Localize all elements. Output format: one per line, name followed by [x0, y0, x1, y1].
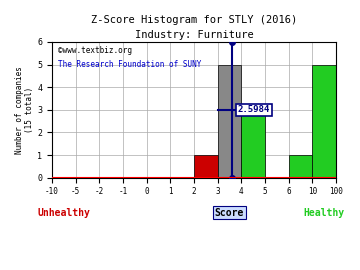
Text: The Research Foundation of SUNY: The Research Foundation of SUNY — [58, 60, 201, 69]
Text: 2.5984: 2.5984 — [238, 105, 270, 114]
Text: Healthy: Healthy — [303, 208, 345, 218]
Title: Z-Score Histogram for STLY (2016)
Industry: Furniture: Z-Score Histogram for STLY (2016) Indust… — [91, 15, 297, 40]
Text: Unhealthy: Unhealthy — [37, 208, 90, 218]
Text: Score: Score — [215, 208, 244, 218]
Text: ©www.textbiz.org: ©www.textbiz.org — [58, 46, 132, 55]
Bar — [218, 65, 241, 178]
Bar — [241, 110, 265, 178]
Bar — [289, 155, 312, 178]
Bar — [194, 155, 218, 178]
Y-axis label: Number of companies
(15 total): Number of companies (15 total) — [15, 66, 35, 154]
Bar — [312, 65, 336, 178]
